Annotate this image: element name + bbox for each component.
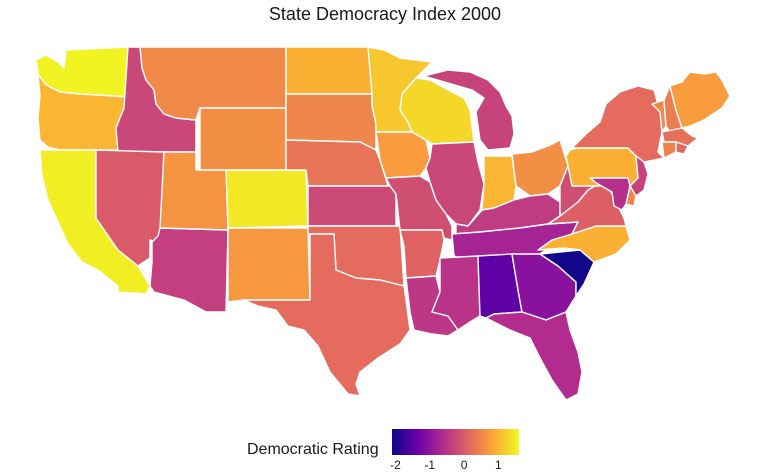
state-ri [675, 141, 689, 155]
state-az [149, 227, 229, 313]
state-wy [199, 107, 287, 171]
state-nc [537, 225, 631, 263]
state-mi [423, 69, 515, 151]
state-ks [307, 185, 397, 227]
state-ct [661, 141, 677, 159]
state-co [225, 169, 309, 229]
state-nd [285, 46, 373, 95]
legend-colorbar [392, 429, 519, 455]
legend-tick-label: -1 [424, 458, 436, 472]
legend-tick-label: -2 [390, 458, 401, 472]
legend-tick-label: 0 [460, 458, 468, 472]
state-vt [651, 99, 667, 133]
state-ar [399, 229, 445, 279]
state-fl [485, 311, 583, 401]
state-me [669, 71, 731, 129]
state-nm [227, 227, 311, 303]
chart-title: State Democracy Index 2000 [268, 4, 502, 24]
state-md [589, 177, 631, 211]
state-nj [629, 155, 649, 197]
state-tx [243, 233, 411, 397]
state-ia [375, 131, 431, 179]
legend-tick-label: 1 [495, 458, 502, 472]
legend-title: Democratic Rating [247, 441, 379, 458]
